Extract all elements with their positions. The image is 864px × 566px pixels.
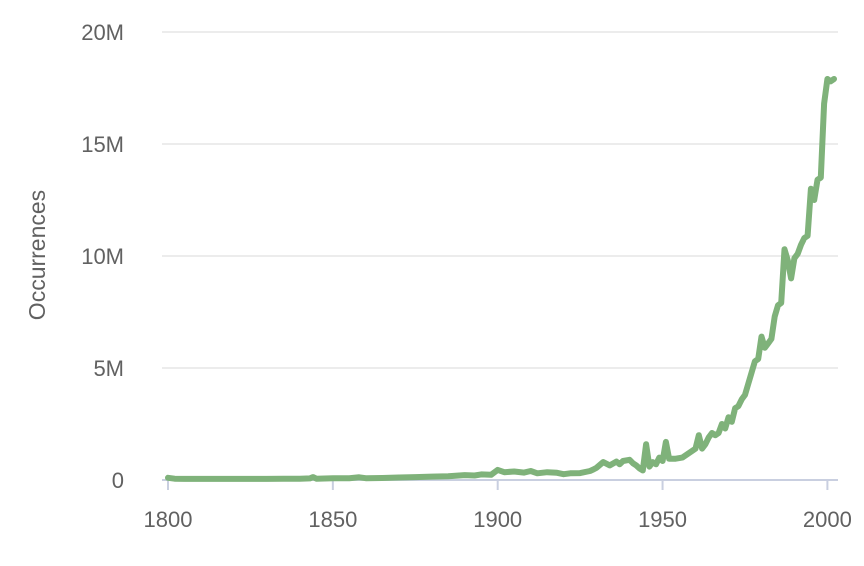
data-point (280, 476, 286, 482)
data-point (313, 476, 319, 482)
data-point (745, 381, 751, 387)
data-point (247, 476, 253, 482)
data-point (198, 476, 204, 482)
data-point (808, 186, 814, 192)
data-point (544, 469, 550, 475)
data-point (768, 336, 774, 342)
data-point (759, 334, 765, 340)
data-point (782, 246, 788, 252)
data-point (561, 471, 567, 477)
x-tick-label: 2000 (803, 507, 852, 532)
data-point (785, 258, 791, 264)
data-point (693, 446, 699, 452)
data-point (577, 470, 583, 476)
data-point (297, 476, 303, 482)
data-point (264, 476, 270, 482)
data-point (749, 370, 755, 376)
data-point (798, 242, 804, 248)
data-point (673, 456, 679, 462)
data-point (495, 467, 501, 473)
x-tick-label: 1850 (308, 507, 357, 532)
data-point (805, 233, 811, 239)
data-point (679, 455, 685, 461)
data-point (788, 275, 794, 281)
data-point (165, 475, 171, 481)
data-point (640, 467, 646, 473)
data-point (346, 475, 352, 481)
data-point (534, 470, 540, 476)
data-point (462, 472, 468, 478)
data-point (521, 470, 527, 476)
data-point (666, 456, 672, 462)
data-point (172, 476, 178, 482)
data-point (488, 472, 494, 478)
data-point (231, 476, 237, 482)
data-point (379, 475, 385, 481)
data-point (600, 459, 606, 465)
data-point (772, 314, 778, 320)
data-point (795, 251, 801, 257)
y-axis-tick-labels: 0 5M 10M 15M 20M (81, 20, 124, 493)
y-tick-label: 5M (93, 356, 124, 381)
data-point (182, 476, 188, 482)
data-point (660, 458, 666, 464)
data-point (663, 439, 669, 445)
data-point (445, 473, 451, 479)
data-point (478, 471, 484, 477)
data-point (696, 432, 702, 438)
data-point (567, 470, 573, 476)
data-point (620, 458, 626, 464)
data-point (607, 462, 613, 468)
data-point (330, 475, 336, 481)
data-point (643, 441, 649, 447)
y-tick-label: 15M (81, 132, 124, 157)
x-tick-label: 1900 (473, 507, 522, 532)
y-tick-label: 0 (112, 468, 124, 493)
x-tick-label: 1950 (638, 507, 687, 532)
data-point (742, 392, 748, 398)
y-tick-label: 10M (81, 244, 124, 269)
data-point (412, 474, 418, 480)
x-tick-label: 1800 (144, 507, 193, 532)
data-point (594, 465, 600, 471)
data-point (686, 450, 692, 456)
series-line (165, 76, 837, 482)
data-point (716, 430, 722, 436)
data-point (396, 475, 402, 481)
data-point (811, 197, 817, 203)
data-point (653, 461, 659, 467)
data-point (356, 474, 362, 480)
data-point (729, 419, 735, 425)
data-point (702, 441, 708, 447)
data-point (511, 469, 517, 475)
data-point (735, 403, 741, 409)
gridlines (162, 31, 838, 369)
data-point (831, 76, 837, 82)
data-point (429, 474, 435, 480)
data-point (501, 469, 507, 475)
data-point (554, 470, 560, 476)
data-point (363, 475, 369, 481)
data-point (528, 468, 534, 474)
data-point (472, 473, 478, 479)
data-point (755, 356, 761, 362)
data-point (778, 300, 784, 306)
data-point (215, 476, 221, 482)
y-tick-label: 20M (81, 20, 124, 45)
x-axis-tick-labels: 1800 1850 1900 1950 2000 (144, 507, 852, 532)
data-point (722, 426, 728, 432)
data-point (821, 101, 827, 107)
series-group (165, 76, 837, 482)
data-point (818, 175, 824, 181)
y-axis-title: Occurrences (24, 190, 50, 320)
